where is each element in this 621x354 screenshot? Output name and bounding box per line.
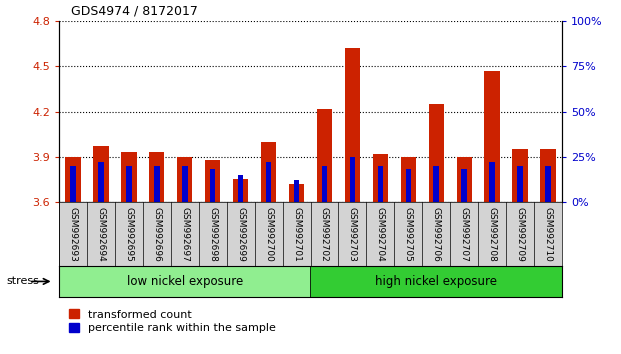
Text: GSM992702: GSM992702 xyxy=(320,207,329,262)
Bar xyxy=(121,152,137,202)
Bar xyxy=(461,169,467,202)
Bar xyxy=(126,166,132,202)
Text: GSM992696: GSM992696 xyxy=(152,207,161,262)
Text: GSM992698: GSM992698 xyxy=(208,207,217,262)
Text: GSM992705: GSM992705 xyxy=(404,207,413,262)
Bar xyxy=(484,71,500,202)
Bar xyxy=(317,108,332,202)
Bar xyxy=(205,160,220,202)
Text: GSM992697: GSM992697 xyxy=(180,207,189,262)
Bar xyxy=(289,184,304,202)
Legend: transformed count, percentile rank within the sample: transformed count, percentile rank withi… xyxy=(65,305,280,338)
Bar xyxy=(322,166,327,202)
Bar xyxy=(378,166,383,202)
Text: high nickel exposure: high nickel exposure xyxy=(375,275,497,288)
Bar xyxy=(540,149,556,202)
Bar xyxy=(517,166,523,202)
Text: GSM992709: GSM992709 xyxy=(515,207,525,262)
Bar xyxy=(310,266,562,297)
Bar xyxy=(65,156,81,202)
Text: GDS4974 / 8172017: GDS4974 / 8172017 xyxy=(71,5,198,18)
Bar xyxy=(59,266,310,297)
Bar xyxy=(177,156,193,202)
Bar xyxy=(350,156,355,202)
Text: GSM992707: GSM992707 xyxy=(460,207,469,262)
Bar xyxy=(406,169,411,202)
Bar xyxy=(433,166,439,202)
Text: GSM992695: GSM992695 xyxy=(124,207,134,262)
Bar xyxy=(182,166,188,202)
Bar xyxy=(456,156,472,202)
Bar xyxy=(512,149,528,202)
Bar xyxy=(294,180,299,202)
Text: GSM992710: GSM992710 xyxy=(543,207,553,262)
Bar xyxy=(98,162,104,202)
Text: GSM992706: GSM992706 xyxy=(432,207,441,262)
Bar xyxy=(70,166,76,202)
Bar xyxy=(154,166,160,202)
Bar xyxy=(93,146,109,202)
Bar xyxy=(428,104,444,202)
Bar xyxy=(401,156,416,202)
Text: GSM992694: GSM992694 xyxy=(96,207,106,262)
Bar xyxy=(345,48,360,202)
Text: GSM992699: GSM992699 xyxy=(236,207,245,262)
Bar xyxy=(266,162,271,202)
Bar xyxy=(261,142,276,202)
Text: GSM992693: GSM992693 xyxy=(68,207,78,262)
Text: low nickel exposure: low nickel exposure xyxy=(127,275,243,288)
Text: stress: stress xyxy=(6,276,39,286)
Text: GSM992704: GSM992704 xyxy=(376,207,385,262)
Bar xyxy=(489,162,495,202)
Bar xyxy=(233,179,248,202)
Bar xyxy=(238,175,243,202)
Text: GSM992703: GSM992703 xyxy=(348,207,357,262)
Bar xyxy=(149,152,165,202)
Text: GSM992700: GSM992700 xyxy=(264,207,273,262)
Bar xyxy=(210,169,215,202)
Bar xyxy=(373,154,388,202)
Bar xyxy=(545,166,551,202)
Text: GSM992701: GSM992701 xyxy=(292,207,301,262)
Text: GSM992708: GSM992708 xyxy=(487,207,497,262)
